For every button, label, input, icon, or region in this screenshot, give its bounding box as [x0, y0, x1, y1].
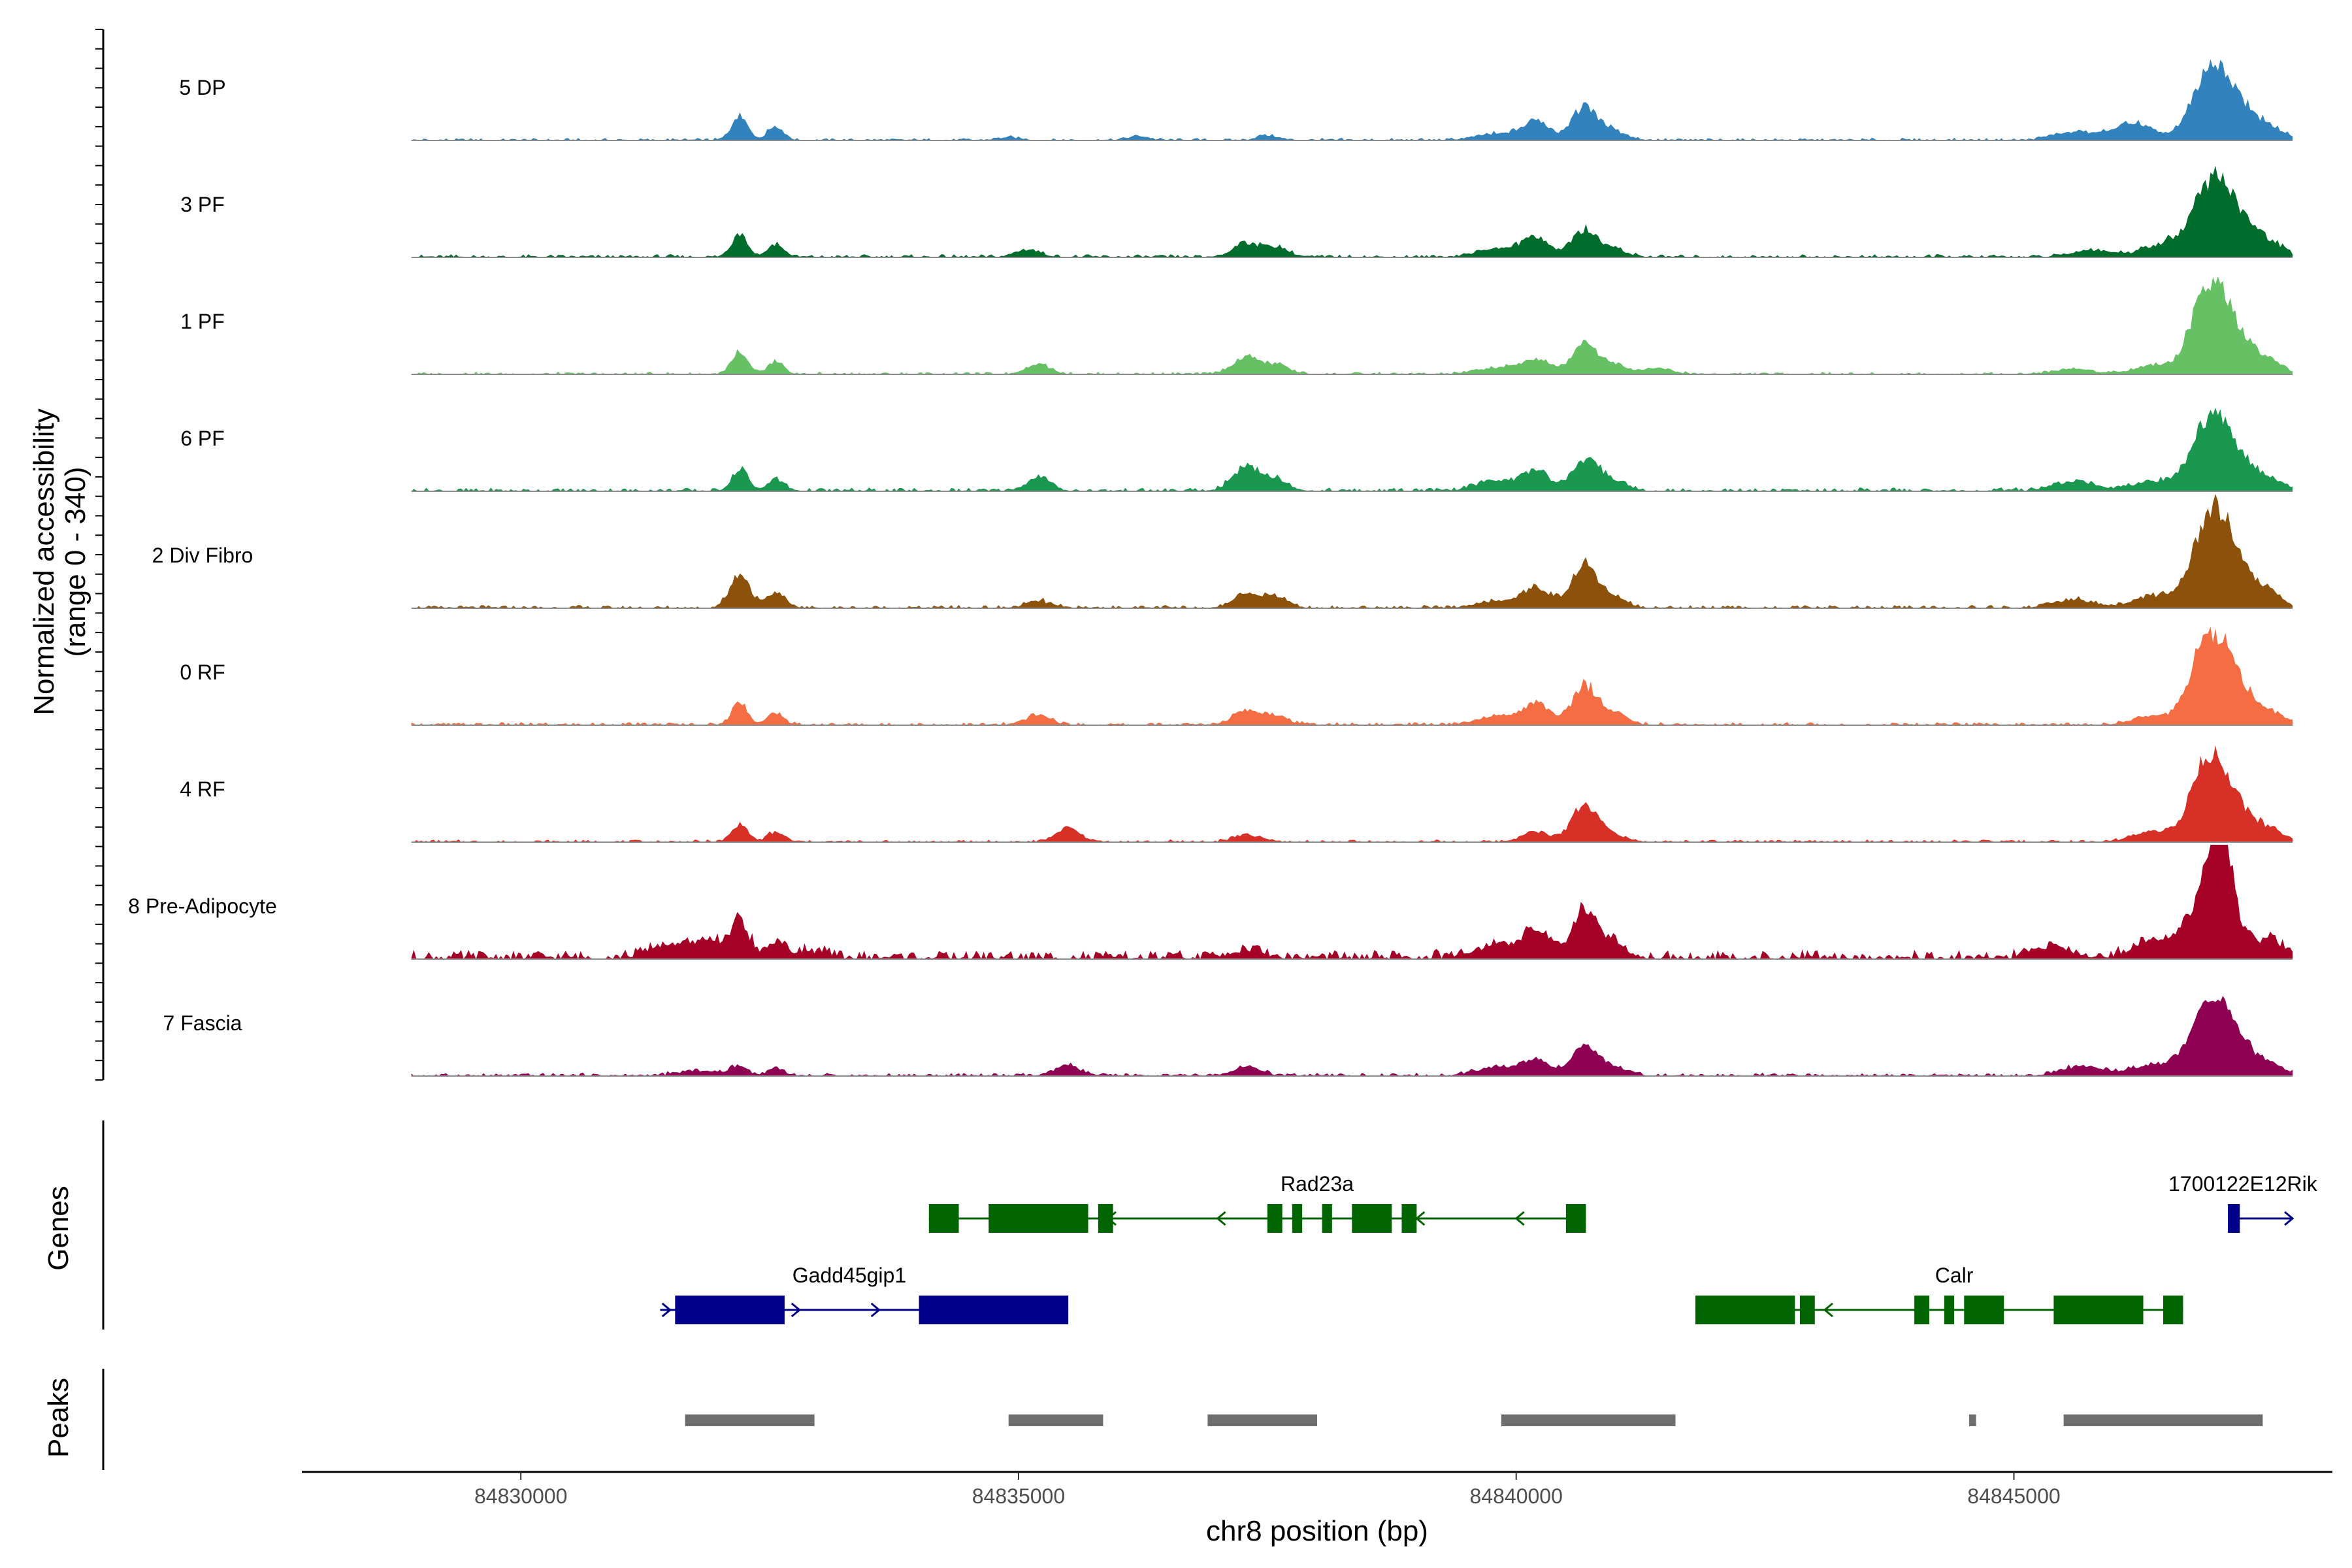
gene-exon: [928, 1204, 959, 1233]
strand-arrow: [1216, 1211, 1226, 1226]
x-tick-label: 84840000: [1470, 1484, 1563, 1508]
peaks-panel-title: Peaks: [42, 1378, 74, 1458]
strand-arrow: [1415, 1211, 1426, 1226]
x-tick-label: 84845000: [1967, 1484, 2060, 1508]
genes-track: Rad23a 1700122E12Rik Gadd45gip1 Calr: [660, 1172, 2318, 1324]
gene-calr: Calr: [1695, 1264, 2183, 1324]
gene-exon: [1695, 1296, 1795, 1324]
coverage-area: [411, 59, 2293, 140]
track-label: 7 Fascia: [163, 1011, 242, 1035]
track-5-dp: 5 DP: [179, 59, 2293, 141]
gene-exon: [988, 1204, 1088, 1233]
x-tick-label: 84830000: [474, 1484, 567, 1508]
track-label: 8 Pre-Adipocyte: [128, 894, 277, 918]
gene-label: Calr: [1935, 1264, 1974, 1287]
track-label: 1 PF: [180, 310, 225, 333]
y-axis: [95, 29, 105, 1470]
gene-exon: [1292, 1204, 1303, 1233]
gene-exon: [919, 1296, 1069, 1324]
gene-gadd45gip1: Gadd45gip1: [660, 1264, 1069, 1324]
strand-arrow: [870, 1302, 881, 1318]
strand-arrow: [2284, 1211, 2295, 1226]
peak-region: [685, 1414, 815, 1426]
track-label: 6 PF: [180, 427, 225, 450]
y-axis-range-label: (range 0 - 340): [59, 466, 91, 657]
track-label: 2 Div Fibro: [152, 544, 253, 567]
peak-region: [1968, 1414, 1976, 1426]
track-label: 0 RF: [180, 661, 225, 684]
gene-exon: [1565, 1204, 1586, 1233]
strand-arrow: [1514, 1211, 1525, 1226]
gene-exon: [1098, 1204, 1113, 1233]
track-7-fascia: 7 Fascia: [163, 996, 2293, 1077]
track-3-pf: 3 PF: [180, 165, 2293, 258]
strand-arrow: [1106, 1211, 1117, 1226]
gene-label: 1700122E12Rik: [2168, 1172, 2318, 1196]
y-axis-title: Normalized accessibility: [28, 408, 60, 715]
gene-label: Rad23a: [1281, 1172, 1354, 1196]
strand-arrow: [1823, 1302, 1833, 1318]
gene-exon: [675, 1296, 785, 1324]
gene-rad23a: Rad23a: [928, 1172, 1586, 1233]
peak-region: [1008, 1414, 1103, 1426]
strand-arrow: [661, 1302, 672, 1318]
track-0-rf: 0 RF: [180, 627, 2293, 726]
track-2-div-fibro: 2 Div Fibro: [152, 494, 2293, 609]
strand-arrow: [791, 1302, 802, 1318]
track-1-pf: 1 PF: [180, 276, 2293, 375]
gene-1700122e12rik: 1700122E12Rik: [2168, 1172, 2318, 1233]
peak-region: [1501, 1414, 1676, 1426]
gene-exon: [1352, 1204, 1392, 1233]
track-4-rf: 4 RF: [180, 745, 2293, 843]
peaks-track: [685, 1414, 2263, 1426]
gene-exon: [1322, 1204, 1332, 1233]
track-6-pf: 6 PF: [180, 408, 2293, 492]
gene-exon: [1401, 1204, 1417, 1233]
gene-exon: [2053, 1296, 2144, 1324]
track-label: 5 DP: [179, 76, 225, 99]
coverage-tracks: 5 DP 3 PF 1 PF 6 PF 2 Div Fibro 0 RF 4 RF 8 Pre…: [128, 59, 2293, 1077]
x-axis-title: chr8 position (bp): [1206, 1515, 1428, 1547]
gene-exon: [2163, 1296, 2183, 1324]
track-label: 4 RF: [180, 777, 225, 801]
gene-exon: [1267, 1204, 1282, 1233]
gene-exon: [1914, 1296, 1929, 1324]
track-label: 3 PF: [180, 193, 225, 216]
x-axis: 84830000 84835000 84840000 84845000: [302, 1471, 2332, 1508]
track-8-pre-adipocyte: 8 Pre-Adipocyte: [128, 845, 2293, 960]
peak-region: [2063, 1414, 2263, 1426]
gene-exon: [1799, 1296, 1815, 1324]
gene-label: Gadd45gip1: [792, 1264, 906, 1287]
gene-exon: [2228, 1204, 2240, 1233]
x-tick-label: 84835000: [972, 1484, 1065, 1508]
peak-region: [1207, 1414, 1317, 1426]
genes-panel-title: Genes: [42, 1186, 74, 1271]
gene-exon: [1944, 1296, 1955, 1324]
gene-exon: [1964, 1296, 2004, 1324]
